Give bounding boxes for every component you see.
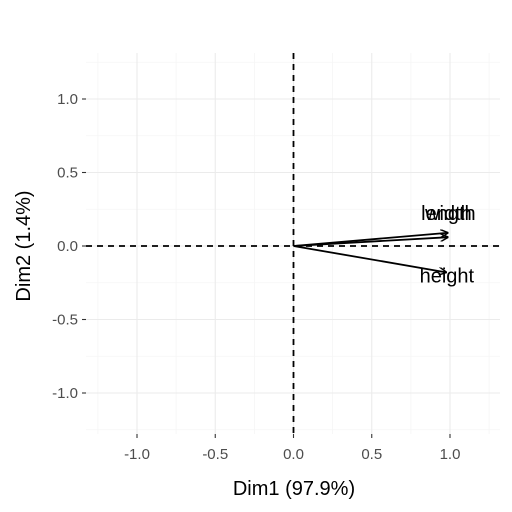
reference-lines <box>86 53 500 434</box>
y-tick-label: 0.5 <box>57 165 78 182</box>
x-tick-label: -1.0 <box>124 446 150 463</box>
vector-label-length: length <box>421 203 476 225</box>
x-tick-label: -0.5 <box>202 446 228 463</box>
y-tick-label: 1.0 <box>57 91 78 108</box>
axis-ticks: -1.0 -0.5 0.0 0.5 1.0 -1.0 -0.5 0.0 0.5 1.0 <box>52 91 460 463</box>
vector-label-width: width <box>424 203 472 225</box>
y-tick-label: -0.5 <box>52 312 78 329</box>
y-axis-title: Dim2 (1.4%) <box>13 190 35 301</box>
y-tick-label: -1.0 <box>52 385 78 402</box>
vector-label-height: height <box>420 265 475 287</box>
x-tick-label: 0.5 <box>361 446 382 463</box>
y-tick-label: 0.0 <box>57 238 78 255</box>
x-tick-label: 1.0 <box>440 446 461 463</box>
vector-arrow-height <box>293 245 447 272</box>
vector-arrow-length <box>293 237 449 247</box>
grid <box>86 53 500 434</box>
x-tick-label: 0.0 <box>283 446 304 463</box>
x-axis-title: Dim1 (97.9%) <box>233 478 355 500</box>
